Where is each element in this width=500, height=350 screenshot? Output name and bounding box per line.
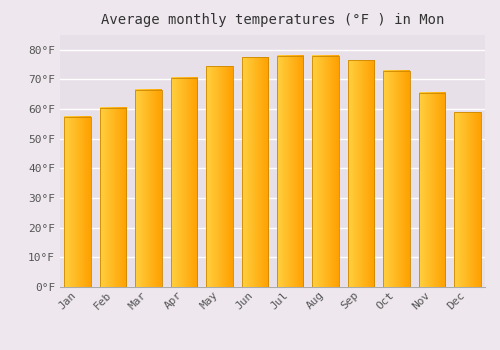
- Bar: [206, 66, 233, 287]
- Bar: [454, 112, 480, 287]
- Bar: [64, 117, 91, 287]
- Bar: [418, 93, 445, 287]
- Bar: [136, 90, 162, 287]
- Bar: [383, 71, 409, 287]
- Bar: [242, 57, 268, 287]
- Bar: [170, 78, 197, 287]
- Title: Average monthly temperatures (°F ) in Mon: Average monthly temperatures (°F ) in Mo…: [101, 13, 444, 27]
- Bar: [100, 108, 126, 287]
- Bar: [277, 56, 303, 287]
- Bar: [312, 56, 339, 287]
- Bar: [348, 60, 374, 287]
